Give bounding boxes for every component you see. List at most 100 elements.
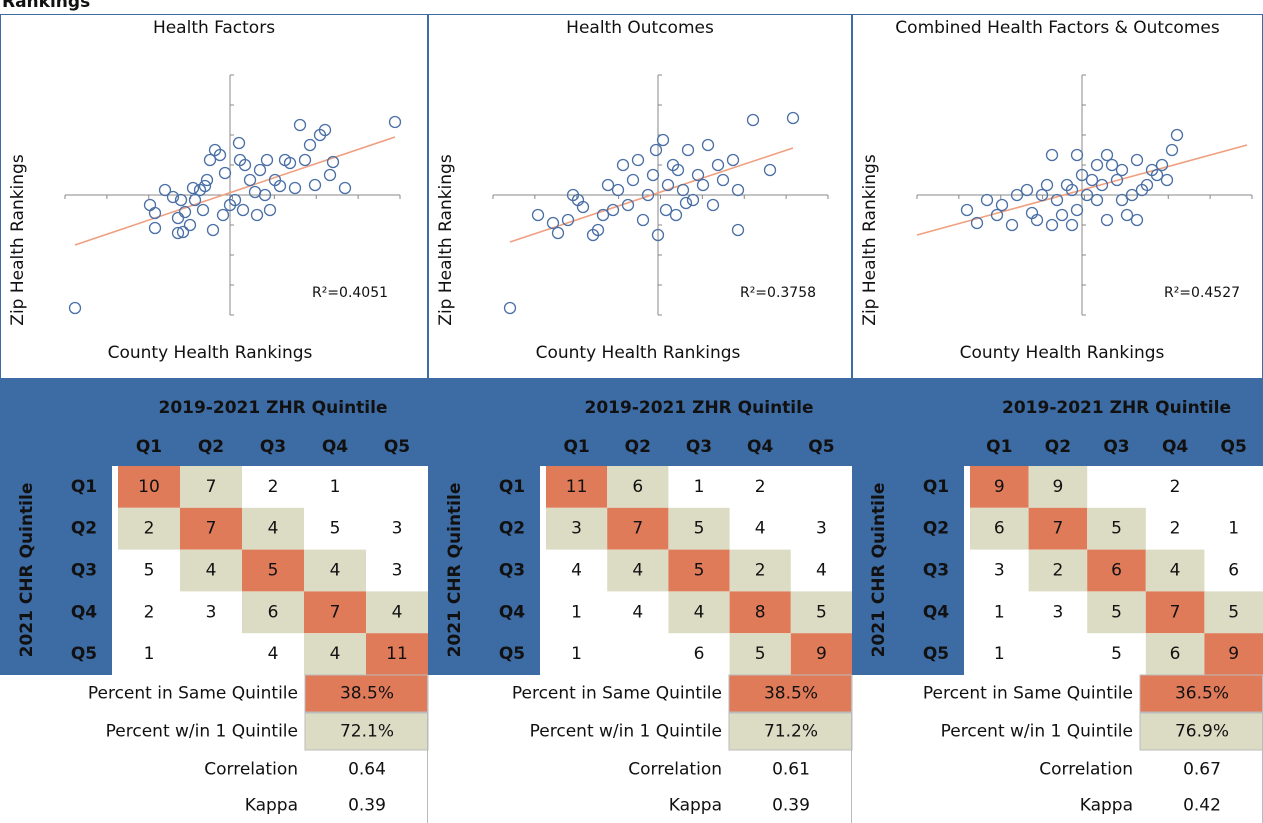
- cell-bg: [668, 507, 730, 550]
- cell-value: 3: [571, 519, 582, 539]
- stat-value: 0.64: [348, 760, 386, 780]
- cell-bg: [729, 549, 791, 592]
- trendline: [74, 136, 396, 246]
- scatter-point: [669, 208, 683, 222]
- scatter-point: [561, 213, 575, 227]
- row-header: Q1: [923, 477, 949, 497]
- stat-value: 0.39: [348, 796, 386, 816]
- cell-value: 3: [392, 561, 403, 581]
- column-header: Q4: [322, 437, 348, 457]
- stat-value: 38.5%: [340, 684, 394, 704]
- scatter-point: [626, 173, 640, 187]
- scatter-point: [158, 183, 172, 197]
- cell-value: 4: [632, 602, 643, 622]
- cell-value: 1: [994, 602, 1005, 622]
- column-header: Q2: [1045, 437, 1071, 457]
- cell-value: 5: [1228, 602, 1239, 622]
- r-squared: R²=0.4527: [1164, 285, 1240, 301]
- stat-value: 0.42: [1183, 796, 1221, 816]
- scatter-point: [980, 193, 994, 207]
- cell-bg: [546, 466, 608, 508]
- column-header: Q3: [1103, 437, 1129, 457]
- stat-label: Percent in Same Quintile: [923, 684, 1133, 704]
- stat-value: 36.5%: [1175, 684, 1229, 704]
- row-header: Q5: [923, 644, 949, 664]
- scatter-point: [763, 163, 777, 177]
- scatter-point: [200, 173, 214, 187]
- cell-value: 7: [1052, 519, 1063, 539]
- stat-value: 71.2%: [764, 722, 818, 742]
- column-header: Q1: [563, 437, 589, 457]
- cell-bg: [607, 507, 669, 550]
- stat-value: 0.67: [1183, 760, 1221, 780]
- stat-value: 38.5%: [764, 684, 818, 704]
- cell-value: 6: [694, 644, 705, 664]
- row-header: Q4: [923, 602, 949, 622]
- scatter-point: [621, 198, 635, 212]
- cell-value: 1: [330, 477, 341, 497]
- scatter-point: [691, 168, 705, 182]
- scatter-point: [174, 193, 188, 207]
- scatter-point: [706, 198, 720, 212]
- scatter-point: [1130, 213, 1144, 227]
- cell-bg: [668, 591, 730, 634]
- cell-bg: [180, 466, 242, 508]
- scatter-point: [1065, 183, 1079, 197]
- scatter-point: [323, 168, 337, 182]
- stat-label: Percent in Same Quintile: [512, 684, 722, 704]
- y-axis-label: Zip Health Rankings: [436, 154, 456, 326]
- row-axis-label: 2021 CHR Quintile: [445, 483, 465, 658]
- table-title: 2019-2021 ZHR Quintile: [585, 398, 814, 418]
- scatter-point: [1030, 213, 1044, 227]
- cell-value: 3: [1052, 602, 1063, 622]
- cell-value: 2: [755, 561, 766, 581]
- scatter-point: [679, 196, 693, 210]
- cell-value: 4: [206, 561, 217, 581]
- cell-value: 9: [816, 644, 827, 664]
- cell-value: 6: [1170, 644, 1181, 664]
- x-axis-label: County Health Rankings: [108, 343, 313, 363]
- cell-bg: [1204, 591, 1263, 634]
- column-header: Q1: [136, 437, 162, 457]
- scatter-point: [308, 178, 322, 192]
- stat-label: Percent w/in 1 Quintile: [106, 722, 298, 742]
- cell-value: 6: [1111, 561, 1122, 581]
- scatter-point: [1110, 173, 1124, 187]
- scatter-point: [1150, 168, 1164, 182]
- cell-value: 2: [144, 602, 155, 622]
- row-header: Q2: [923, 519, 949, 539]
- scatter-point: [631, 153, 645, 167]
- scatter-point: [283, 156, 297, 170]
- scatter-point: [786, 111, 800, 125]
- scatter-point: [641, 188, 655, 202]
- scatter-point: [649, 143, 663, 157]
- cell-value: 2: [1052, 561, 1063, 581]
- scatter-point: [218, 166, 232, 180]
- scatter-point: [1050, 193, 1064, 207]
- scatter-point: [1130, 153, 1144, 167]
- cell-value: 1: [694, 477, 705, 497]
- column-header: Q5: [384, 437, 410, 457]
- cell-bg: [1145, 591, 1205, 634]
- stat-bg: [1139, 712, 1263, 751]
- row-header: Q5: [499, 644, 525, 664]
- column-header: Q2: [198, 437, 224, 457]
- cell-value: 3: [392, 519, 403, 539]
- cell-bg: [546, 507, 608, 550]
- cell-value: 4: [571, 561, 582, 581]
- scatter-point: [970, 216, 984, 230]
- stat-label: Correlation: [1039, 760, 1133, 780]
- scatter-point: [711, 158, 725, 172]
- cell-value: 11: [386, 644, 408, 664]
- scatter-point: [661, 178, 675, 192]
- scatter-point: [606, 203, 620, 217]
- stat-label: Percent w/in 1 Quintile: [941, 722, 1133, 742]
- scatter-point: [551, 226, 565, 240]
- scatter-point: [1100, 148, 1114, 162]
- cell-value: 2: [144, 519, 155, 539]
- cell-value: 7: [1170, 602, 1181, 622]
- column-header: Q5: [808, 437, 834, 457]
- scatter-point: [326, 155, 340, 169]
- column-header: Q3: [260, 437, 286, 457]
